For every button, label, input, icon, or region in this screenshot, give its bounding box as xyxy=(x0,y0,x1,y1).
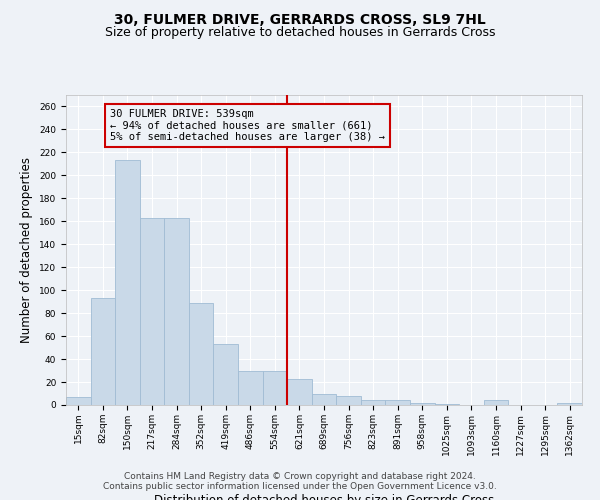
Bar xyxy=(361,400,385,405)
Text: 30 FULMER DRIVE: 539sqm
← 94% of detached houses are smaller (661)
5% of semi-de: 30 FULMER DRIVE: 539sqm ← 94% of detache… xyxy=(110,109,385,142)
X-axis label: Distribution of detached houses by size in Gerrards Cross: Distribution of detached houses by size … xyxy=(154,494,494,500)
Bar xyxy=(214,344,238,405)
Bar xyxy=(434,404,459,405)
Bar xyxy=(312,394,336,405)
Bar xyxy=(484,400,508,405)
Bar xyxy=(238,370,263,405)
Text: Contains public sector information licensed under the Open Government Licence v3: Contains public sector information licen… xyxy=(103,482,497,491)
Y-axis label: Number of detached properties: Number of detached properties xyxy=(20,157,34,343)
Bar xyxy=(410,402,434,405)
Bar xyxy=(385,400,410,405)
Bar xyxy=(66,397,91,405)
Bar xyxy=(287,378,312,405)
Bar xyxy=(557,402,582,405)
Bar xyxy=(164,218,189,405)
Bar xyxy=(91,298,115,405)
Bar xyxy=(336,396,361,405)
Bar xyxy=(263,370,287,405)
Bar xyxy=(189,303,214,405)
Text: 30, FULMER DRIVE, GERRARDS CROSS, SL9 7HL: 30, FULMER DRIVE, GERRARDS CROSS, SL9 7H… xyxy=(114,12,486,26)
Bar xyxy=(140,218,164,405)
Text: Contains HM Land Registry data © Crown copyright and database right 2024.: Contains HM Land Registry data © Crown c… xyxy=(124,472,476,481)
Bar xyxy=(115,160,140,405)
Text: Size of property relative to detached houses in Gerrards Cross: Size of property relative to detached ho… xyxy=(105,26,495,39)
